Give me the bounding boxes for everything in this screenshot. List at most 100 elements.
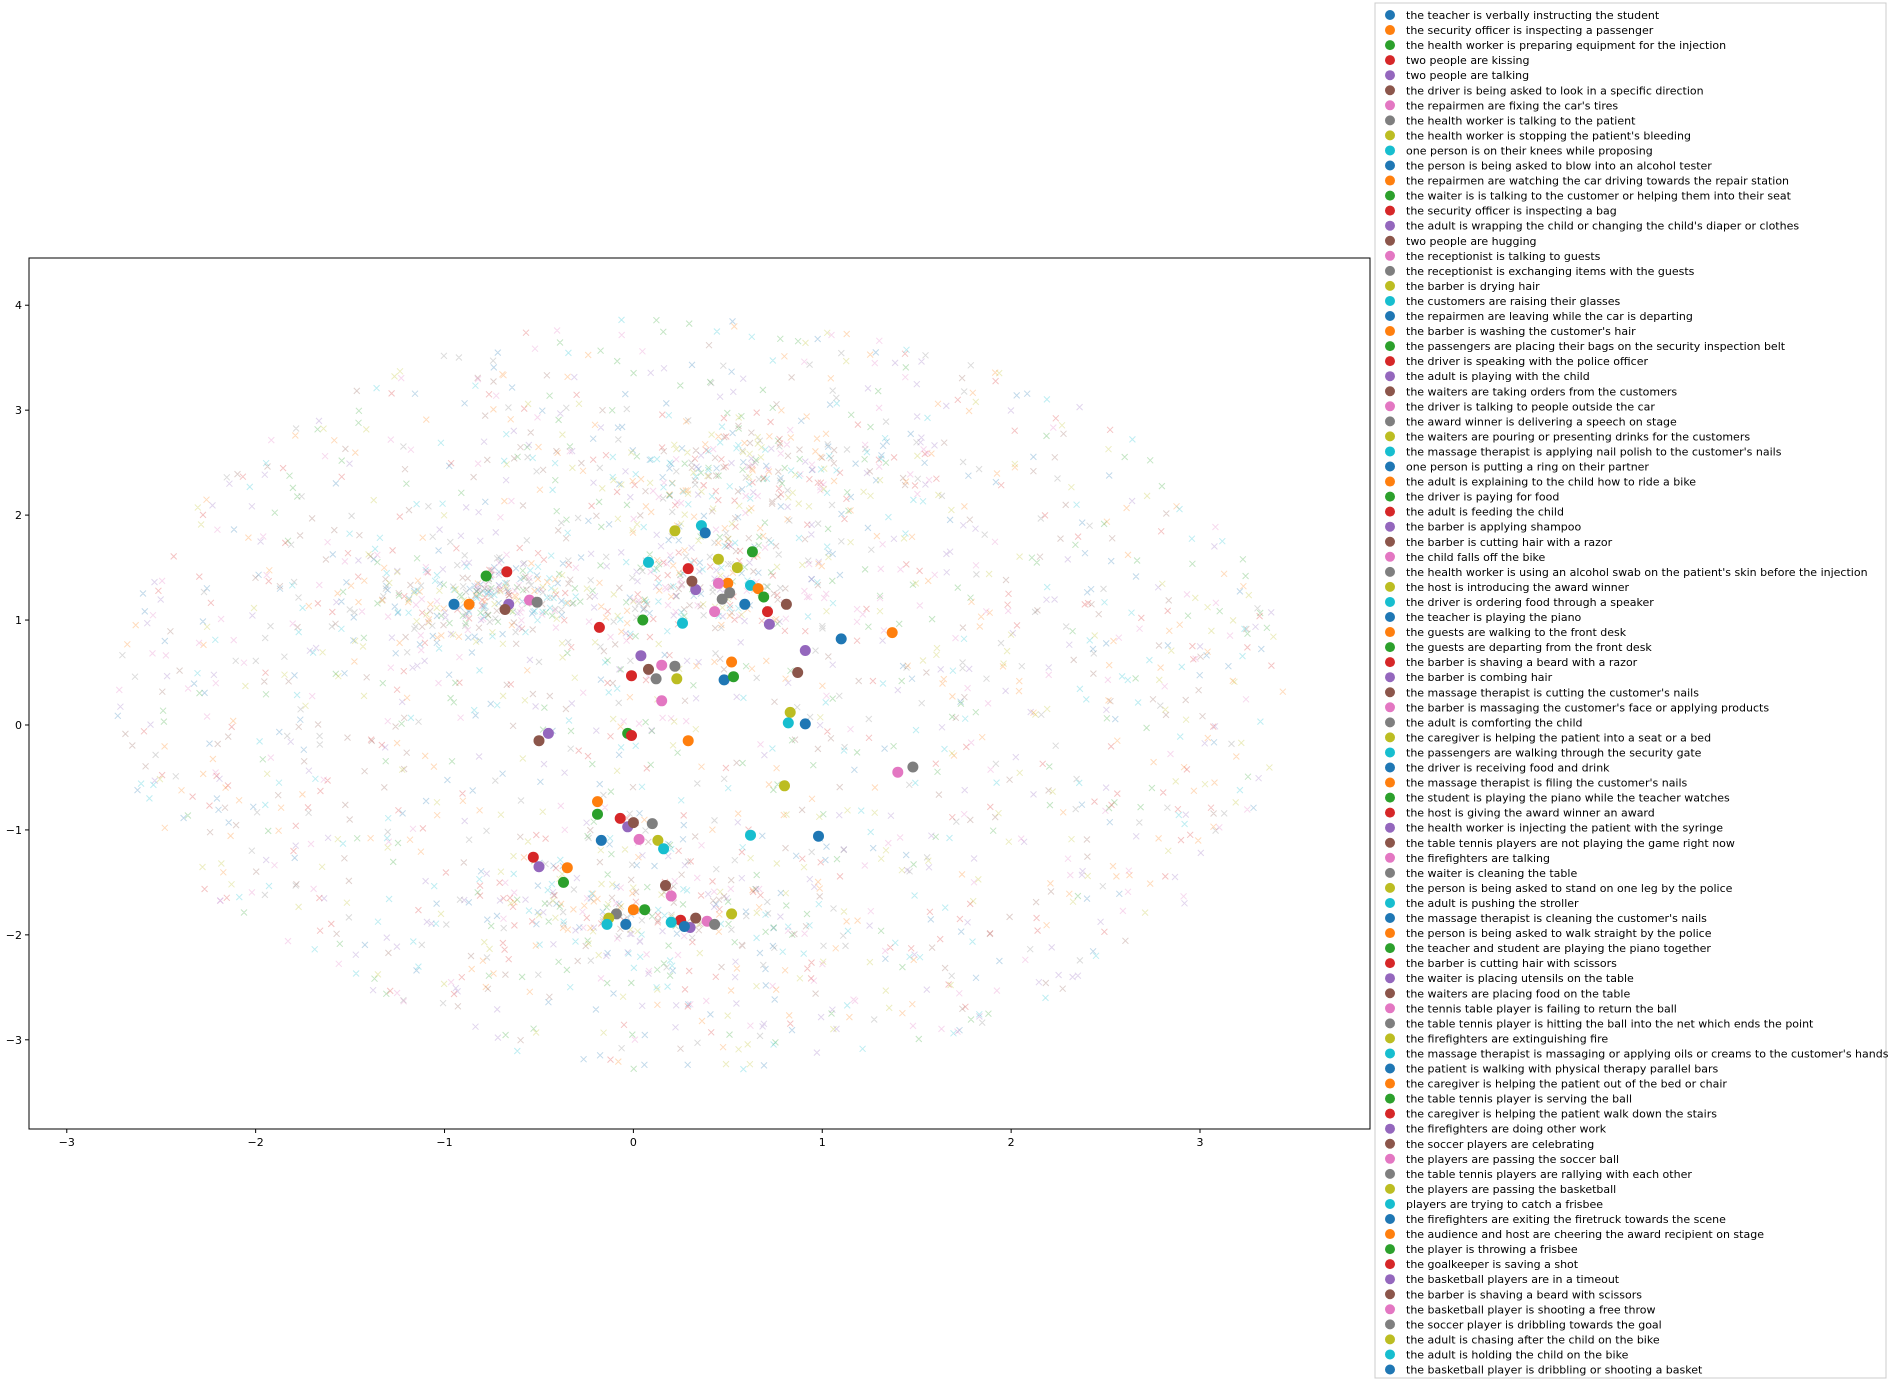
- legend-marker: [1385, 521, 1395, 532]
- legend-label: the waiter is placing utensils on the ta…: [1406, 972, 1634, 985]
- legend-label: two people are talking: [1406, 69, 1529, 82]
- centroid-point: [626, 670, 637, 682]
- centroid-point: [682, 563, 694, 575]
- legend-label: the security officer is inspecting a pas…: [1406, 24, 1654, 37]
- legend-marker: [1385, 777, 1395, 788]
- centroid-point: [627, 817, 639, 829]
- centroid-point: [601, 918, 613, 930]
- centroid-point: [746, 546, 758, 558]
- legend-marker: [1385, 175, 1395, 186]
- legend-label: the adult is holding the child on the bi…: [1406, 1348, 1629, 1361]
- legend-label: the massage therapist is filing the cust…: [1406, 777, 1688, 790]
- legend: the teacher is verbally instructing the …: [1374, 2, 1890, 1379]
- legend-marker: [1385, 1003, 1395, 1014]
- centroid-point: [635, 650, 647, 662]
- legend-label: the driver is ordering food through a sp…: [1406, 596, 1654, 609]
- legend-label: the massage therapist is cleaning the cu…: [1406, 912, 1707, 925]
- legend-marker: [1385, 988, 1395, 999]
- centroid-point: [799, 645, 811, 656]
- legend-marker: [1385, 1349, 1395, 1360]
- legend-label: the teacher is verbally instructing the …: [1406, 9, 1660, 22]
- centroid-point: [463, 598, 475, 610]
- centroid-point: [626, 730, 637, 741]
- legend-label: the goalkeeper is saving a shot: [1406, 1258, 1579, 1271]
- centroid-point: [709, 918, 721, 930]
- centroid-point: [448, 598, 460, 610]
- legend-marker: [1385, 1108, 1395, 1119]
- y-tick-label: −2: [6, 929, 22, 942]
- centroid-point: [614, 812, 626, 824]
- background-marker-group: [122, 341, 1250, 1053]
- legend-marker: [1385, 115, 1395, 126]
- legend-label: the security officer is inspecting a bag: [1406, 205, 1617, 218]
- legend-marker: [1385, 205, 1395, 216]
- legend-label: the soccer players are celebrating: [1406, 1138, 1594, 1151]
- centroid-point: [656, 659, 668, 671]
- legend-marker: [1385, 311, 1395, 321]
- centroid-point: [731, 562, 743, 574]
- legend-label: the firefighters are doing other work: [1406, 1123, 1607, 1136]
- legend-marker: [1385, 356, 1395, 367]
- legend-label: the health worker is preparing equipment…: [1406, 39, 1726, 52]
- legend-marker: [1385, 958, 1395, 969]
- legend-label: the barber is shaving a beard with a raz…: [1406, 656, 1638, 669]
- centroid-point: [620, 918, 632, 930]
- legend-marker: [1385, 295, 1395, 306]
- legend-marker: [1385, 943, 1395, 954]
- legend-marker: [1385, 341, 1395, 352]
- legend-marker: [1385, 762, 1395, 773]
- legend-marker: [1385, 627, 1395, 638]
- y-tick-label: −1: [6, 824, 22, 837]
- legend-label: the waiter is is talking to the customer…: [1406, 190, 1792, 203]
- centroid-point: [907, 761, 919, 773]
- centroid-point: [592, 796, 603, 808]
- legend-marker: [1385, 85, 1395, 96]
- legend-label: the adult is comforting the child: [1406, 716, 1583, 729]
- centroid-point: [593, 621, 605, 633]
- legend-marker: [1385, 491, 1395, 502]
- legend-label: the caregiver is helping the patient out…: [1406, 1078, 1727, 1091]
- legend-label: the customers are raising their glasses: [1406, 295, 1621, 308]
- legend-marker: [1385, 581, 1395, 592]
- legend-marker: [1385, 386, 1395, 397]
- legend-label: the repairmen are leaving while the car …: [1406, 310, 1693, 323]
- legend-label: the basketball player is shooting a free…: [1406, 1303, 1655, 1316]
- centroid-point: [763, 618, 775, 630]
- legend-label: the adult is chasing after the child on …: [1406, 1333, 1660, 1346]
- legend-marker: [1385, 130, 1395, 141]
- legend-marker: [1385, 145, 1395, 156]
- legend-label: the student is playing the piano while t…: [1406, 792, 1730, 805]
- legend-label: the firefighters are extinguishing fire: [1406, 1032, 1608, 1045]
- legend-marker: [1385, 1259, 1395, 1270]
- centroid-point: [643, 556, 654, 568]
- legend-marker: [1385, 1153, 1395, 1164]
- centroid-point: [726, 908, 738, 920]
- legend-label: two people are kissing: [1406, 54, 1530, 67]
- centroid-point: [712, 577, 724, 589]
- centroid-point: [779, 780, 790, 792]
- legend-label: the waiter is cleaning the table: [1406, 867, 1577, 880]
- legend-label: players are trying to catch a frisbee: [1406, 1198, 1603, 1211]
- centroid-point: [792, 667, 804, 678]
- centroid-point: [699, 527, 711, 539]
- y-tick-label: 1: [15, 614, 22, 627]
- legend-marker: [1385, 882, 1395, 893]
- legend-label: the adult is wrapping the child or chang…: [1406, 220, 1799, 233]
- legend-label: the person is being asked to walk straig…: [1406, 927, 1712, 940]
- legend-label: the waiters are taking orders from the c…: [1406, 385, 1677, 398]
- legend-marker: [1385, 1334, 1395, 1345]
- y-tick-label: −3: [6, 1034, 22, 1047]
- legend-label: the players are passing the soccer ball: [1406, 1153, 1619, 1166]
- centroid-point: [724, 587, 736, 599]
- centroid-point: [739, 598, 751, 610]
- legend-marker: [1385, 40, 1395, 51]
- legend-marker: [1385, 446, 1395, 457]
- legend-marker: [1385, 1123, 1395, 1134]
- legend-marker: [1385, 461, 1395, 472]
- legend-marker: [1385, 250, 1395, 261]
- centroid-point: [558, 876, 569, 888]
- legend-label: the audience and host are cheering the a…: [1406, 1228, 1764, 1241]
- legend-label: the barber is applying shampoo: [1406, 521, 1581, 534]
- legend-label: the barber is combing hair: [1406, 671, 1553, 684]
- legend-label: the driver is speaking with the police o…: [1406, 355, 1648, 368]
